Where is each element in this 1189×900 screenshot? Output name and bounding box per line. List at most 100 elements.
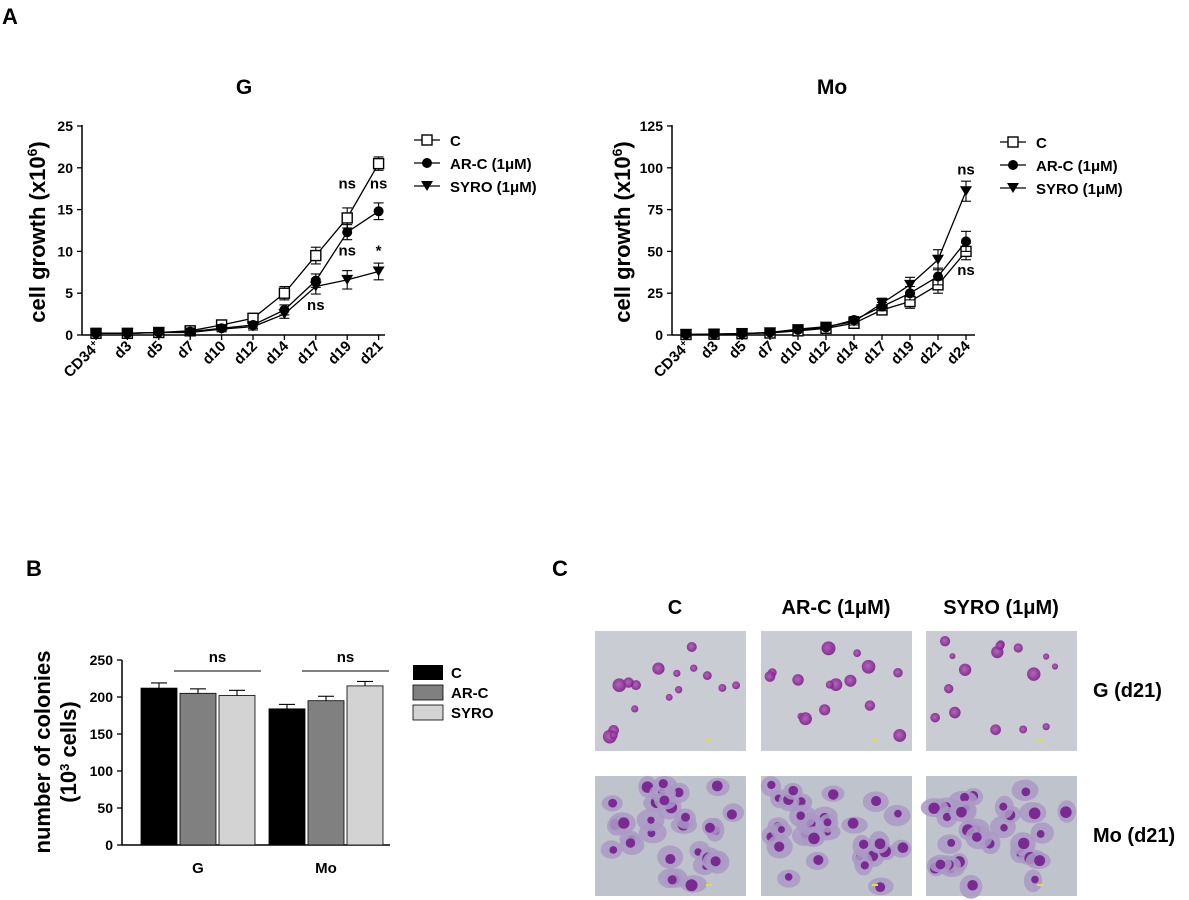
cell bbox=[944, 684, 954, 694]
cell-nucleus bbox=[967, 879, 978, 891]
cell-nucleus bbox=[647, 829, 656, 838]
data-point bbox=[905, 288, 915, 299]
x-tick-label: d17 bbox=[860, 338, 890, 368]
cell-nucleus bbox=[659, 795, 670, 806]
data-point bbox=[121, 328, 134, 339]
cell bbox=[764, 671, 776, 682]
cell bbox=[702, 671, 712, 680]
legend-entry-syro: SYRO (1μM) bbox=[450, 179, 537, 196]
y-tick-label: 75 bbox=[647, 202, 663, 218]
cell-nucleus bbox=[875, 882, 886, 893]
series-arc bbox=[91, 202, 384, 339]
cell bbox=[995, 641, 1005, 651]
data-point bbox=[341, 274, 354, 285]
data-point bbox=[341, 212, 353, 224]
y-tick-label: 200 bbox=[90, 689, 114, 705]
legend-swatch-syro bbox=[412, 704, 444, 721]
ns-annotation: ns bbox=[209, 649, 227, 666]
cell bbox=[893, 668, 903, 678]
x-tick-label: d3 bbox=[697, 338, 721, 362]
cell-nucleus bbox=[897, 842, 909, 854]
cell-nucleus bbox=[647, 816, 655, 824]
x-category-label: G bbox=[192, 860, 204, 877]
data-point bbox=[708, 329, 720, 340]
scale-bar bbox=[706, 884, 712, 886]
y-axis-label-sup: 6 bbox=[609, 148, 625, 156]
series-arc-line bbox=[96, 210, 379, 334]
scale-bar bbox=[1037, 884, 1043, 886]
legend: C AR-C SYRO bbox=[412, 665, 494, 722]
x-tick-label: d7 bbox=[753, 338, 777, 362]
cell bbox=[631, 705, 639, 713]
legend-entry-arc: AR-C (1μM) bbox=[1036, 158, 1118, 175]
x-tick-label: d10 bbox=[776, 338, 806, 368]
x-tick-label: d5 bbox=[725, 338, 749, 362]
x-tick-label: d12 bbox=[804, 338, 834, 368]
ns-annotation: ns bbox=[338, 243, 356, 260]
legend-entry-arc: AR-C (1μM) bbox=[450, 156, 532, 173]
x-tick-label: d24 bbox=[944, 337, 975, 368]
x-tick-label: d21 bbox=[916, 338, 946, 368]
cell-nucleus bbox=[625, 838, 636, 848]
legend-entry-c: C bbox=[1036, 135, 1047, 152]
column-label-c: C bbox=[668, 597, 682, 619]
cell-nucleus bbox=[847, 817, 859, 829]
column-label-syro: SYRO (1μM) bbox=[943, 597, 1059, 619]
x-tick-label-text: d7 bbox=[174, 338, 198, 362]
scale-bar bbox=[872, 739, 878, 741]
legend-marker-arc bbox=[1008, 160, 1018, 170]
data-point bbox=[215, 324, 228, 335]
cell-nucleus bbox=[813, 854, 824, 866]
cell-nucleus bbox=[726, 809, 737, 820]
y-axis-label-text: cell growth (x10 bbox=[610, 156, 635, 322]
cell bbox=[792, 674, 804, 686]
cell bbox=[1051, 663, 1059, 670]
y-axis-label-line1: number of colonies bbox=[30, 651, 55, 854]
cell-nucleus bbox=[609, 846, 618, 854]
x-tick-label-text: d17 bbox=[293, 338, 323, 368]
y-tick-label: 100 bbox=[640, 160, 664, 176]
cell-nucleus bbox=[673, 787, 684, 798]
y-tick-label: 125 bbox=[640, 118, 664, 134]
data-point bbox=[310, 249, 322, 262]
x-tick-label-text: d10 bbox=[199, 338, 229, 368]
y-tick-label: 20 bbox=[57, 160, 73, 176]
y-axis-label-end: cells) bbox=[56, 701, 81, 763]
ns-annotation: ns bbox=[957, 161, 975, 178]
micrograph-background bbox=[761, 631, 912, 751]
x-tick-label-text: d3 bbox=[111, 338, 135, 362]
series-arc-line bbox=[685, 240, 967, 336]
x-tick-label: d7 bbox=[174, 338, 198, 362]
legend-entry-arc: AR-C bbox=[451, 685, 489, 702]
cell bbox=[829, 678, 843, 691]
cell-nucleus bbox=[1060, 806, 1072, 818]
x-tick-label: d21 bbox=[356, 338, 386, 368]
cell-nucleus bbox=[823, 818, 832, 827]
x-tick-label: d14 bbox=[262, 337, 293, 368]
cell bbox=[949, 653, 956, 660]
data-point bbox=[764, 327, 776, 338]
y-tick-label: 50 bbox=[647, 243, 663, 259]
data-point bbox=[152, 327, 165, 338]
cell-nucleus bbox=[1036, 830, 1045, 838]
bar-c-g bbox=[140, 687, 178, 846]
y-tick-label: 10 bbox=[57, 243, 73, 259]
cell bbox=[1013, 643, 1023, 653]
scale-bar bbox=[706, 739, 712, 741]
cell-nucleus bbox=[1028, 807, 1041, 820]
cell bbox=[958, 663, 972, 676]
ns-annotation: ns bbox=[307, 297, 325, 314]
y-axis-label: cell growth (x106) bbox=[609, 141, 635, 322]
cell-nucleus bbox=[1031, 875, 1039, 884]
cell-nucleus bbox=[971, 832, 982, 842]
significance-star: * bbox=[376, 243, 382, 260]
legend-entry-c: C bbox=[451, 665, 462, 682]
micrograph-mo-syro bbox=[920, 776, 1077, 899]
y-axis-label-end: ) bbox=[25, 141, 50, 148]
y-axis-label-sup: 6 bbox=[24, 148, 40, 156]
ns-annotation: ns bbox=[370, 176, 388, 193]
y-tick-label: 25 bbox=[57, 118, 73, 134]
legend-marker-syro bbox=[1007, 183, 1019, 193]
legend-marker-c bbox=[421, 134, 433, 146]
